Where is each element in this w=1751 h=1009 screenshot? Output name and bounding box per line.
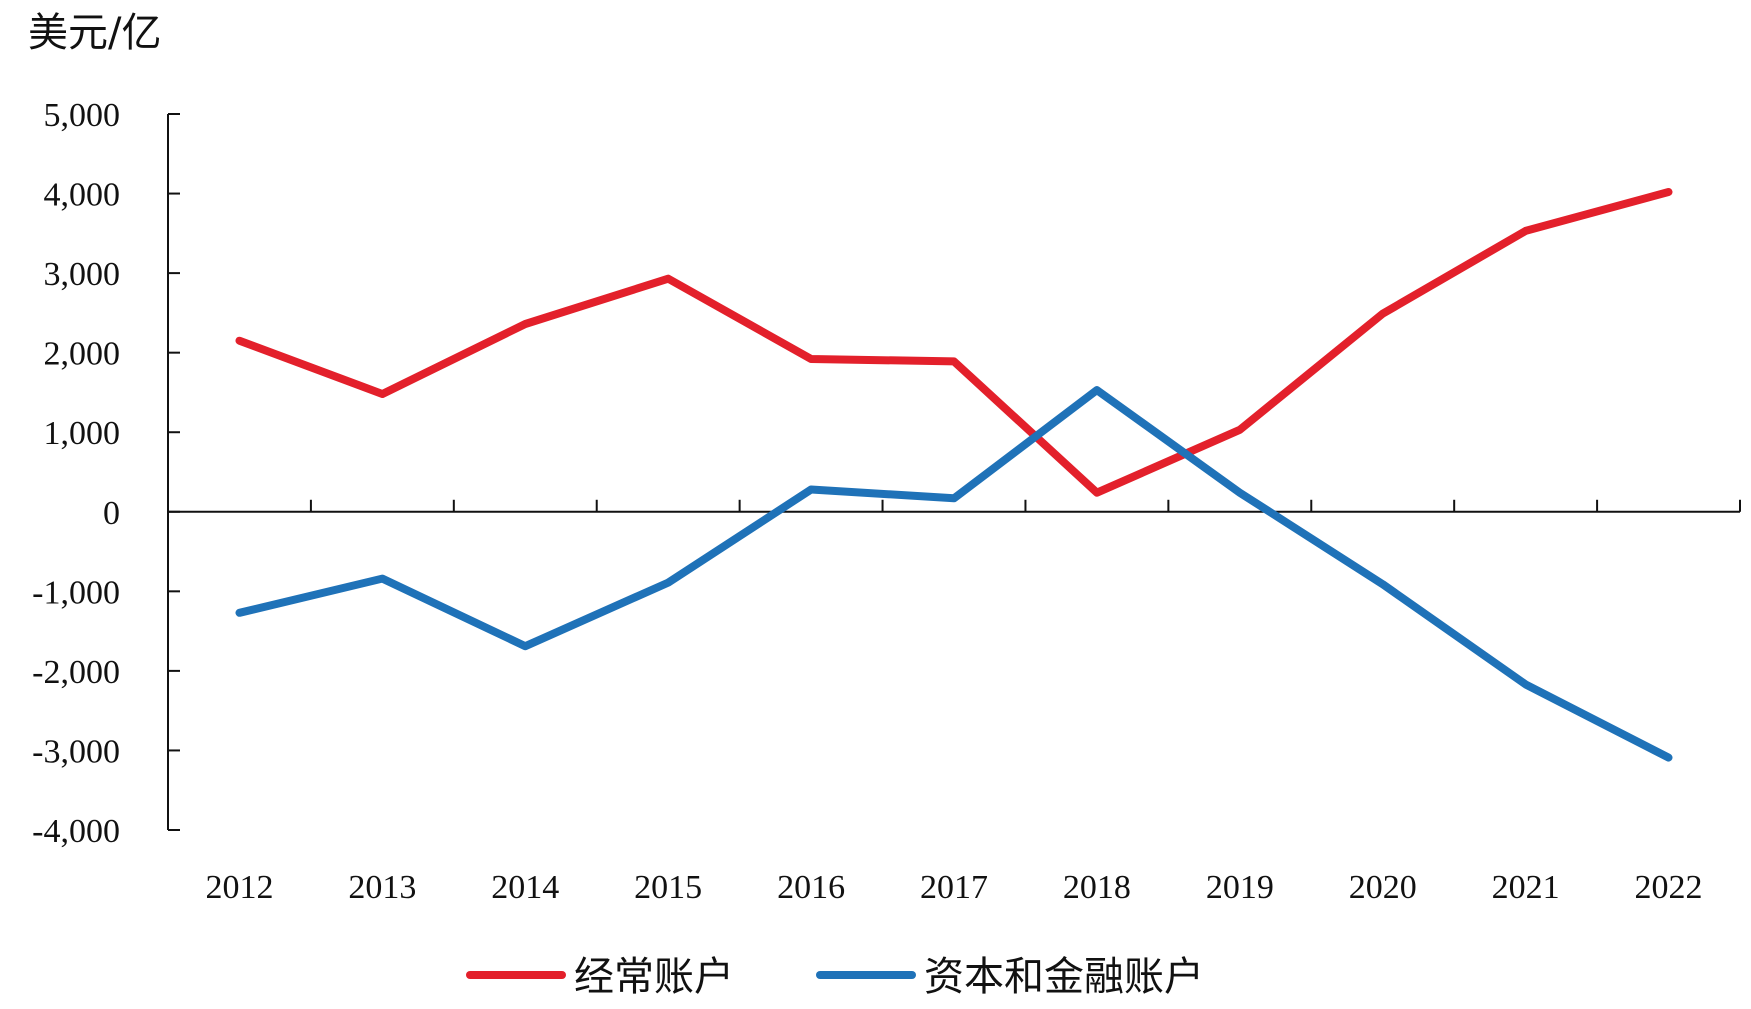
y-tick-label: 0 [103, 495, 120, 532]
y-tick-label: -3,000 [32, 733, 120, 770]
axes [167, 113, 1741, 831]
x-tick-label: 2021 [1492, 869, 1560, 906]
x-tick-label: 2019 [1206, 869, 1274, 906]
series-lines [235, 188, 1673, 762]
legend-label: 经常账户 [574, 954, 734, 1000]
x-tick-label: 2012 [205, 869, 273, 906]
y-tick-label: 3,000 [44, 256, 121, 293]
y-tick-label: 4,000 [44, 177, 121, 214]
x-tick-label: 2022 [1635, 869, 1703, 906]
y-tick-label: -1,000 [32, 574, 120, 611]
y-axis-unit-label: 美元/亿 [28, 10, 161, 56]
y-tick-label: -4,000 [32, 813, 120, 850]
capital-financial-account-line [235, 386, 1673, 762]
x-tick-label: 2015 [634, 869, 702, 906]
legend: 经常账户 资本和金融账户 [466, 954, 1204, 1000]
x-tick-label: 2013 [348, 869, 416, 906]
x-axis-tick-labels: 2012 2013 2014 2015 2016 2017 2018 2019 2020 2021… [205, 869, 1702, 906]
y-tick-label: -2,000 [32, 654, 120, 691]
current-account-line [235, 188, 1673, 497]
x-tick-label: 2018 [1063, 869, 1131, 906]
y-axis-tick-labels: 5,000 4,000 3,000 2,000 1,000 0 -1,000 -2,000 -3… [32, 97, 120, 850]
y-tick-label: 5,000 [44, 97, 121, 134]
x-tick-label: 2020 [1349, 869, 1417, 906]
legend-label: 资本和金融账户 [924, 954, 1204, 1000]
y-tick-label: 1,000 [44, 415, 121, 452]
y-tick-label: 2,000 [44, 336, 121, 373]
x-tick-label: 2016 [777, 869, 845, 906]
x-tick-label: 2017 [920, 869, 988, 906]
x-tick-label: 2014 [491, 869, 559, 906]
